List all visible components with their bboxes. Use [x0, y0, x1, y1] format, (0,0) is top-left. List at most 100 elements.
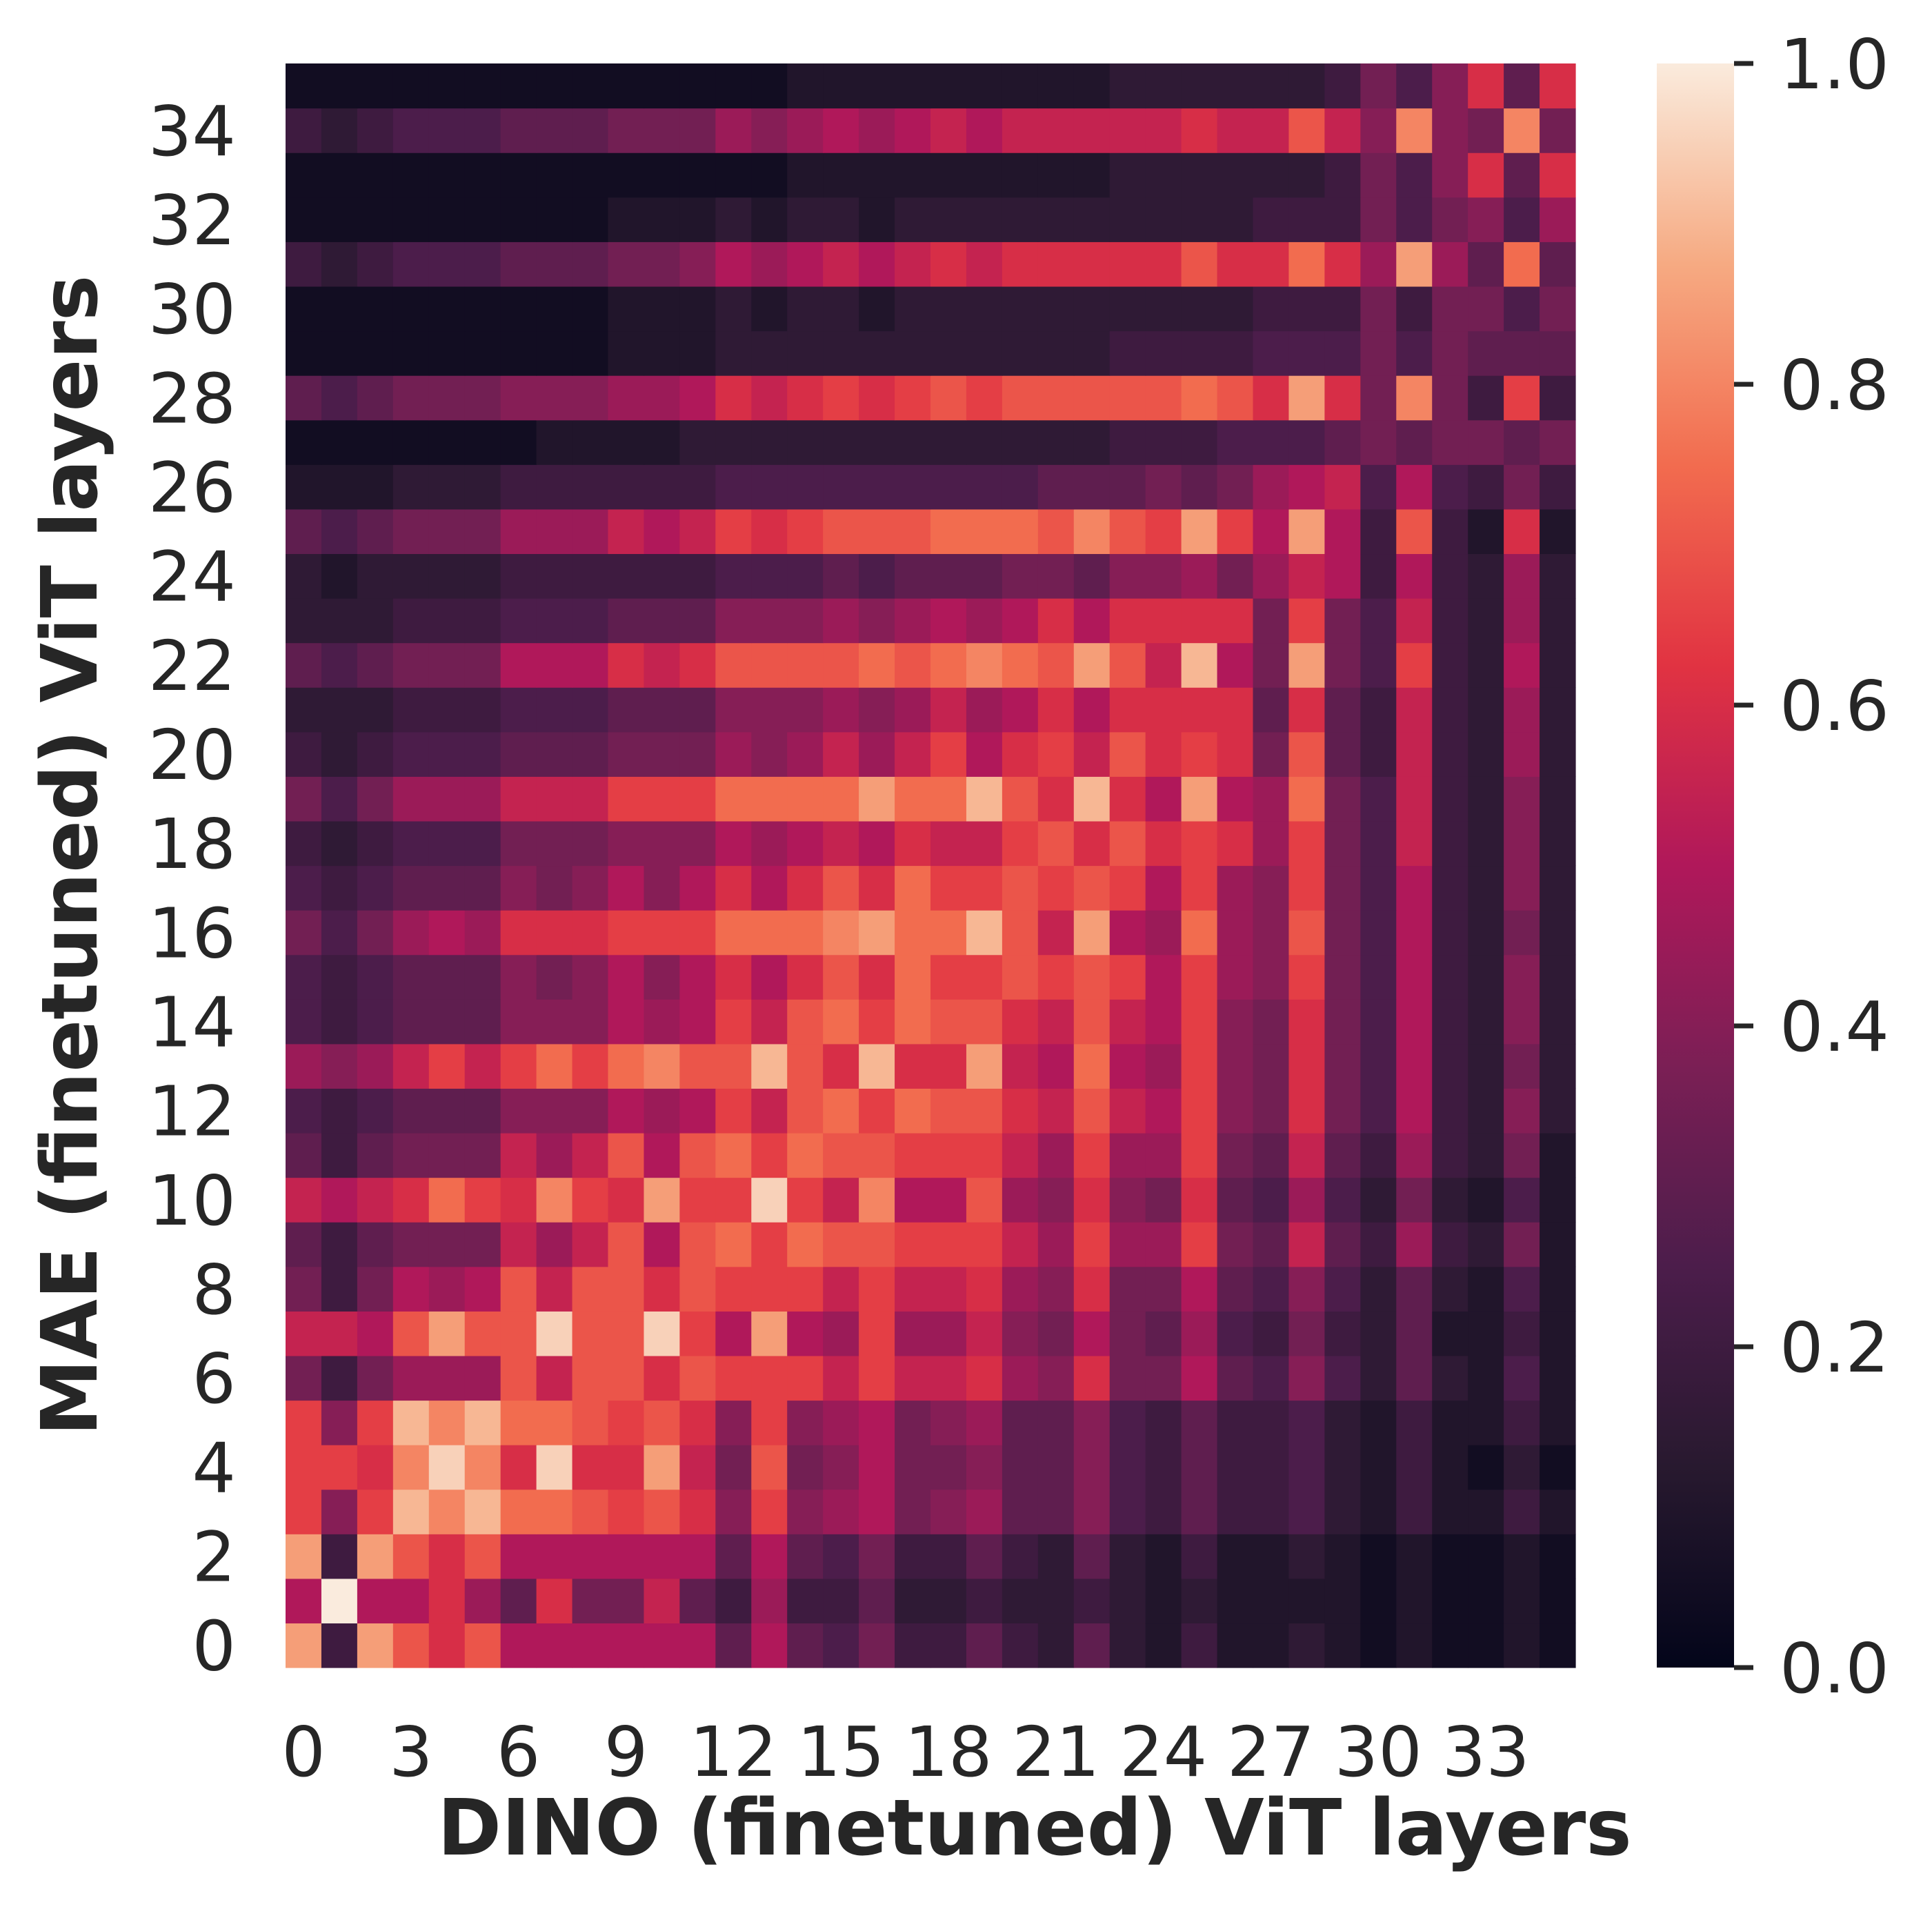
- heatmap-cell: [1002, 865, 1039, 911]
- heatmap-cell: [1037, 598, 1075, 644]
- heatmap-cell: [608, 197, 645, 242]
- heatmap-cell: [966, 197, 1003, 242]
- heatmap-cell: [966, 553, 1003, 599]
- heatmap-cell: [859, 598, 895, 644]
- heatmap-cell: [536, 1088, 573, 1134]
- heatmap-cell: [1109, 731, 1146, 777]
- heatmap-cell: [1002, 152, 1039, 198]
- heatmap-cell: [1073, 598, 1111, 644]
- heatmap-cell: [1468, 731, 1504, 777]
- heatmap-cell: [751, 999, 788, 1045]
- heatmap-cell: [787, 999, 824, 1045]
- heatmap-cell: [392, 642, 430, 688]
- heatmap-cell: [823, 375, 859, 421]
- heatmap-cell: [644, 1177, 680, 1223]
- heatmap-cell: [1217, 1266, 1254, 1312]
- heatmap-cell: [321, 598, 358, 644]
- heatmap-cell: [1073, 1623, 1111, 1668]
- heatmap-cell: [572, 1133, 609, 1178]
- heatmap-cell: [1145, 1400, 1182, 1445]
- heatmap-cell: [679, 419, 716, 465]
- heatmap-cell: [1002, 330, 1039, 376]
- heatmap-cell: [1468, 910, 1504, 956]
- heatmap-cell: [1181, 1266, 1218, 1312]
- heatmap-cell: [500, 1489, 537, 1534]
- heatmap-cell: [1073, 954, 1111, 1000]
- heatmap-cell: [859, 1133, 895, 1178]
- heatmap-cell: [500, 1177, 537, 1223]
- heatmap-cell: [1540, 776, 1576, 822]
- heatmap-cell: [1360, 1088, 1397, 1134]
- heatmap-cell: [644, 1088, 680, 1134]
- heatmap-cell: [286, 508, 322, 555]
- heatmap-cell: [1540, 152, 1576, 198]
- heatmap-cell: [966, 419, 1003, 465]
- heatmap-cell: [572, 1177, 609, 1223]
- heatmap-cell: [1073, 642, 1111, 688]
- heatmap-cell: [823, 1489, 859, 1534]
- heatmap-cell: [608, 553, 645, 599]
- heatmap-cell: [1396, 375, 1433, 421]
- heatmap-cell: [392, 1623, 430, 1668]
- heatmap-cell: [1217, 1088, 1254, 1134]
- heatmap-cell: [392, 1578, 430, 1624]
- heatmap-cell: [644, 820, 680, 867]
- heatmap-cell: [500, 598, 537, 644]
- heatmap-cell: [1396, 419, 1433, 465]
- heatmap-cell: [464, 1445, 501, 1490]
- colorbar-tick-label: 0.8: [1780, 345, 1889, 426]
- heatmap-cell: [500, 553, 537, 599]
- heatmap-cell: [1324, 1623, 1361, 1668]
- heatmap-cell: [1396, 910, 1433, 956]
- heatmap-cell: [428, 330, 466, 376]
- heatmap-cell: [608, 108, 645, 153]
- heatmap-cell: [1253, 1578, 1290, 1624]
- heatmap-cell: [1253, 1133, 1290, 1178]
- heatmap-cell: [1037, 1445, 1075, 1490]
- heatmap-cell: [859, 108, 895, 153]
- heatmap-cell: [1253, 464, 1290, 510]
- heatmap-cell: [1217, 820, 1254, 867]
- heatmap-cell: [859, 1400, 895, 1445]
- heatmap-cell: [1432, 1266, 1468, 1312]
- heatmap-cell: [1073, 910, 1111, 956]
- heatmap-cell: [930, 1578, 967, 1624]
- heatmap-cell: [1540, 419, 1576, 465]
- heatmap-cell: [464, 776, 501, 822]
- heatmap-cell: [608, 1445, 645, 1490]
- heatmap-cell: [1504, 1578, 1540, 1624]
- heatmap-cell: [286, 776, 322, 822]
- heatmap-cell: [1540, 1489, 1576, 1534]
- heatmap-cell: [608, 1222, 645, 1267]
- heatmap-cell: [1396, 1311, 1433, 1356]
- heatmap-cell: [751, 1489, 788, 1534]
- heatmap-cell: [321, 419, 358, 465]
- heatmap-cell: [966, 687, 1003, 733]
- heatmap-cell: [1360, 1177, 1397, 1223]
- heatmap-cell: [1002, 1400, 1039, 1445]
- heatmap-cell: [930, 1266, 967, 1312]
- heatmap-cell: [1109, 1177, 1146, 1223]
- heatmap-cell: [966, 241, 1003, 287]
- heatmap-cell: [392, 820, 430, 867]
- heatmap-cell: [895, 330, 931, 376]
- heatmap-cell: [644, 865, 680, 911]
- heatmap-cell: [823, 286, 859, 332]
- heatmap-cell: [1432, 1623, 1468, 1668]
- heatmap-cell: [966, 1088, 1003, 1134]
- heatmap-cell: [1324, 375, 1361, 421]
- heatmap-cell: [966, 1266, 1003, 1312]
- heatmap-cell: [1540, 865, 1576, 911]
- heatmap-cell: [1288, 865, 1325, 911]
- heatmap-cell: [321, 820, 358, 867]
- heatmap-cell: [357, 642, 394, 688]
- heatmap-cell: [787, 910, 824, 956]
- heatmap-cell: [572, 63, 609, 109]
- heatmap-cell: [1181, 375, 1218, 421]
- heatmap-cell: [608, 954, 645, 1000]
- heatmap-cell: [464, 241, 501, 287]
- heatmap-cell: [859, 687, 895, 733]
- heatmap-cell: [895, 553, 931, 599]
- colorbar-tick-label: 0.4: [1780, 987, 1889, 1067]
- heatmap-cell: [1324, 330, 1361, 376]
